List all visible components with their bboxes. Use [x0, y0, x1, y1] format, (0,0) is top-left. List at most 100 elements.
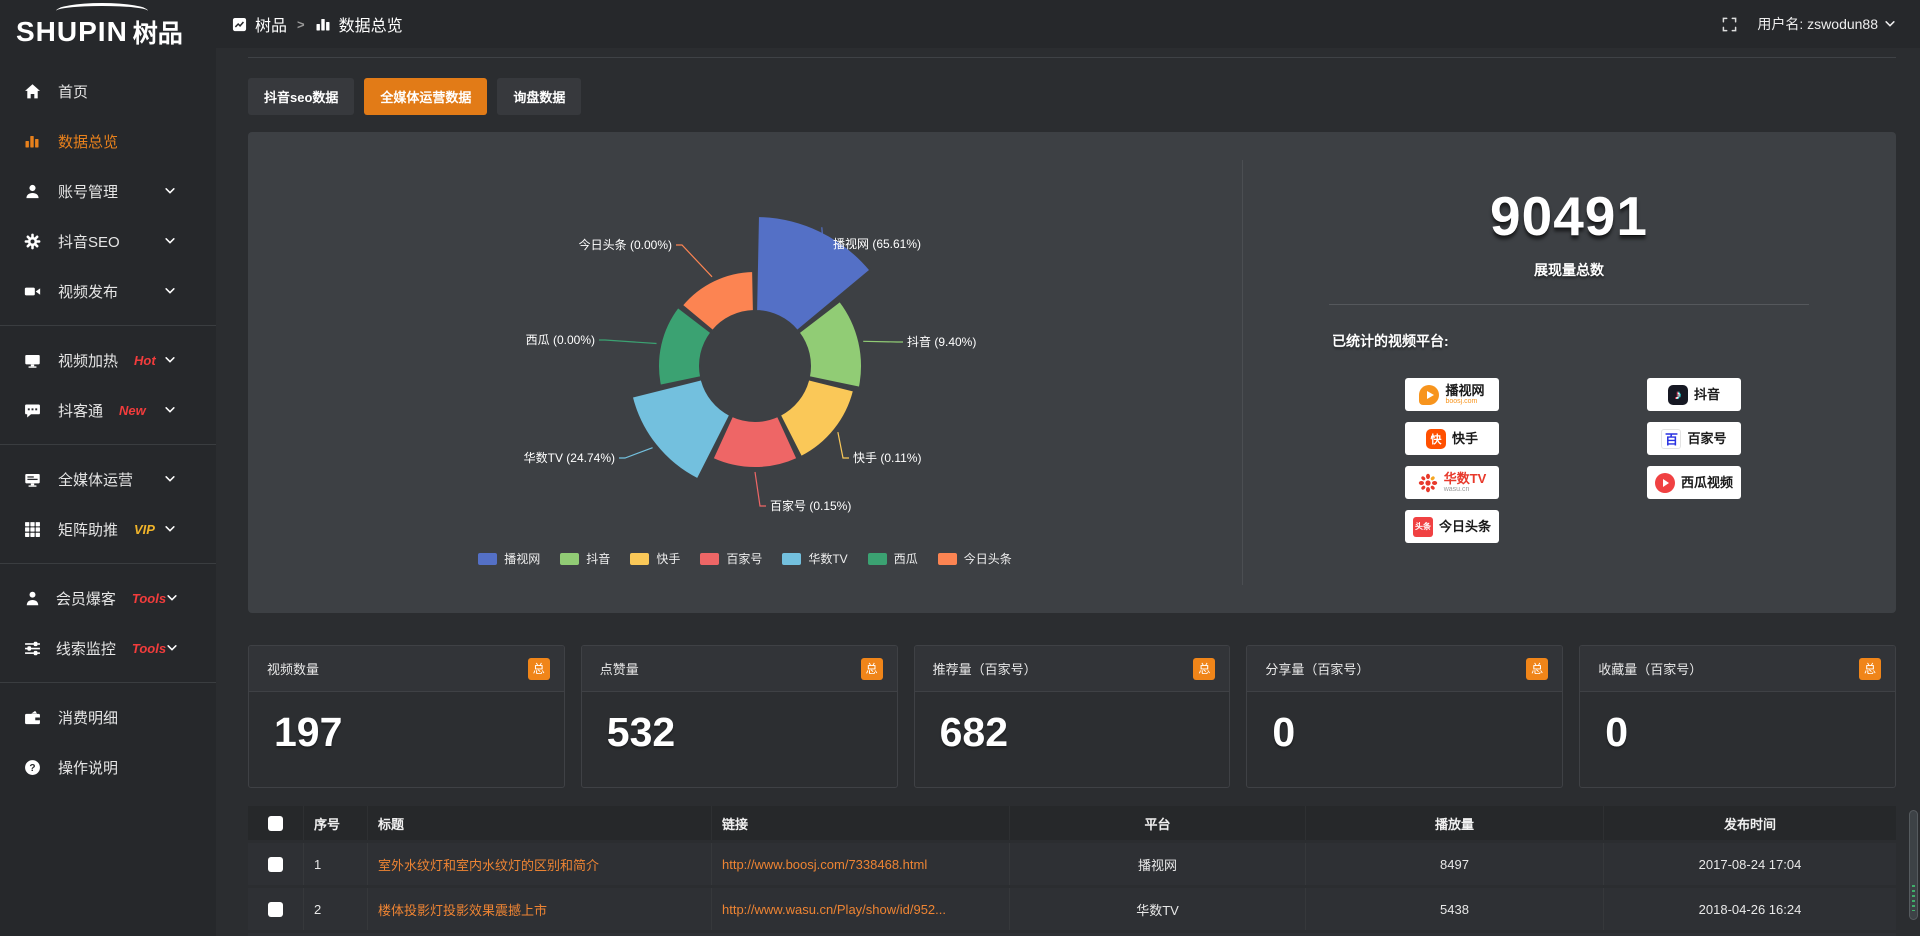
pie-slice-百家号[interactable] [711, 414, 799, 469]
video-title[interactable]: 楼体投影灯投影效果震撼上市 [378, 902, 548, 918]
summary-panel: 90491 展现量总数 已统计的视频平台: 播视网 boosj.com 快快手 华数T… [1242, 132, 1896, 613]
panel-divider [1242, 160, 1243, 585]
legend-chip [937, 552, 957, 565]
breadcrumb-item-current[interactable]: 数据总览 [338, 18, 403, 35]
stat-card-label: 分享量（百家号） [1265, 662, 1370, 677]
platform-name: 抖音 [1693, 386, 1720, 402]
chevron-down-icon [164, 523, 184, 535]
row-index: 1 [304, 843, 368, 885]
table-row: 1 室外水纹灯和室内水纹灯的区别和简介 http://www.boosj.com/7… [248, 843, 1896, 885]
toutiao-icon: 头条 [1412, 516, 1433, 537]
legend-chip [478, 552, 498, 565]
video-link[interactable]: http://www.wasu.cn/Play/show/id/952... [722, 901, 946, 917]
row-checkbox-cell [248, 888, 304, 930]
display-icon [24, 471, 44, 488]
tabs: 抖音seo数据 全媒体运营数据 询盘数据 [248, 78, 582, 115]
pie-slice-西瓜[interactable] [657, 305, 713, 387]
pie-label-播视网: 播视网 (65.61%) [833, 236, 921, 251]
sidebar-item-operation-guide[interactable]: ? 操作说明 [0, 742, 216, 792]
legend-item-百家号[interactable]: 百家号 [700, 550, 762, 567]
total-badge: 总 [1858, 657, 1881, 680]
pie-slice-华数TV[interactable] [630, 378, 732, 481]
video-title[interactable]: 室外水纹灯和室内水纹灯的区别和简介 [378, 857, 600, 873]
legend-item-西瓜[interactable]: 西瓜 [867, 550, 918, 567]
stat-card-header: 点赞量 总 [581, 646, 897, 692]
chevron-down-icon [164, 473, 184, 485]
pie-slice-播视网[interactable] [755, 215, 872, 333]
row-index: 2 [304, 888, 368, 930]
legend-chip [700, 552, 720, 565]
video-link[interactable]: http://www.boosj.com/7338468.html [722, 856, 928, 872]
tab-douyin-seo-data[interactable]: 抖音seo数据 [248, 78, 355, 115]
stat-card-4: 收藏量（百家号） 总 0 [1579, 645, 1896, 788]
sidebar-item-member-burst[interactable]: 会员爆客 Tools [0, 573, 216, 623]
breadcrumb-item-home[interactable]: 树品 [255, 18, 288, 35]
platform-name: 今日头条 [1438, 518, 1491, 534]
platform-badge-今日头条: 头条 今日头条 [1405, 510, 1499, 543]
sidebar-item-label: 抖音SEO [58, 233, 120, 251]
sidebar-item-lead-monitor[interactable]: 线索监控 Tools [0, 623, 216, 673]
user-icon [24, 183, 44, 200]
sidebar-item-douketong[interactable]: 抖客通 New [0, 385, 216, 435]
tab-inquiry-data[interactable]: 询盘数据 [497, 78, 582, 115]
wallet-icon [24, 709, 44, 726]
select-all-checkbox[interactable] [268, 815, 283, 831]
header-checkbox-cell [248, 806, 304, 840]
row-checkbox[interactable] [268, 856, 283, 872]
sidebar-item-matrix-boost[interactable]: 矩阵助推 VIP [0, 504, 216, 554]
stat-card-value: 197 [274, 709, 343, 755]
sidebar-divider [0, 444, 216, 445]
pie-label-抖音: 抖音 (9.40%) [907, 334, 976, 349]
legend-item-播视网[interactable]: 播视网 [478, 550, 540, 567]
wasu-icon [1418, 473, 1438, 493]
platform-subtext: boosj.com [1445, 397, 1478, 405]
sidebar-item-data-overview[interactable]: 数据总览 [0, 116, 216, 166]
fullscreen-button[interactable] [1722, 17, 1737, 32]
sidebar-item-home[interactable]: 首页 [0, 66, 216, 116]
legend-item-抖音[interactable]: 抖音 [560, 550, 610, 567]
pie-slice-今日头条[interactable] [680, 269, 755, 333]
video-views: 8497 [1306, 843, 1604, 885]
svg-text:?: ? [29, 763, 35, 774]
legend-item-今日头条[interactable]: 今日头条 [937, 550, 1012, 567]
platform-subtext: wasu.cn [1443, 485, 1470, 493]
bar-chart-icon [315, 16, 331, 32]
table-header: 序号 标题 链接 平台 播放量 发布时间 [248, 806, 1896, 840]
sidebar-item-video-heat[interactable]: 视频加热 Hot [0, 335, 216, 385]
tab-omni-media-data[interactable]: 全媒体运营数据 [364, 78, 488, 115]
videos-table: 序号 标题 链接 平台 播放量 发布时间 1 室外水纹灯和室内水纹灯的区别和简介 http://… [248, 806, 1896, 936]
sidebar-item-badge: Tools [131, 590, 167, 606]
app-logo: SHUPIN 树品 [0, 0, 216, 56]
boosj-icon [1419, 384, 1440, 405]
logo-arc [56, 3, 148, 19]
legend-label: 今日头条 [963, 552, 1012, 566]
legend-item-快手[interactable]: 快手 [630, 550, 680, 567]
stat-card-2: 推荐量（百家号） 总 682 [913, 645, 1231, 788]
pie-label-line [754, 471, 766, 507]
sidebar-item-douyin-seo[interactable]: 抖音SEO [0, 216, 216, 266]
user-menu[interactable]: 用户名: zswodun88 [1757, 14, 1896, 34]
sidebar-item-omni-media[interactable]: 全媒体运营 [0, 454, 216, 504]
stat-card-0: 视频数量 总 197 [248, 645, 565, 788]
pie-slice-快手[interactable] [778, 378, 856, 459]
column-header: 发布时间 [1723, 816, 1776, 832]
stat-card-header: 分享量（百家号） 总 [1247, 646, 1563, 692]
person-icon [24, 590, 42, 607]
pie-label-line [837, 431, 849, 459]
platform-badge-播视网: 播视网 boosj.com [1405, 378, 1499, 411]
sidebar-item-video-publish[interactable]: 视频发布 [0, 266, 216, 316]
table-row: 2 楼体投影灯投影效果震撼上市 http://www.wasu.cn/Play/sh… [248, 888, 1896, 930]
sidebar-item-consume-detail[interactable]: 消费明细 [0, 692, 216, 742]
platform-badge-华数TV: 华数TV wasu.cn [1405, 466, 1499, 499]
chevron-down-icon [166, 642, 184, 654]
legend-item-华数TV[interactable]: 华数TV [782, 550, 848, 567]
scrollbar-thumb[interactable] [1909, 810, 1918, 920]
pie-slice-抖音[interactable] [797, 299, 863, 389]
row-checkbox[interactable] [268, 901, 283, 917]
sidebar-item-label: 全媒体运营 [58, 471, 134, 489]
topbar: 树品 > 数据总览 用户名: zswodun88 [216, 0, 1920, 48]
platform-badge-抖音: ♪ 抖音 [1647, 378, 1741, 411]
sliders-icon [24, 640, 42, 657]
sidebar-item-account-manage[interactable]: 账号管理 [0, 166, 216, 216]
pie-label-百家号: 百家号 (0.15%) [770, 498, 851, 513]
